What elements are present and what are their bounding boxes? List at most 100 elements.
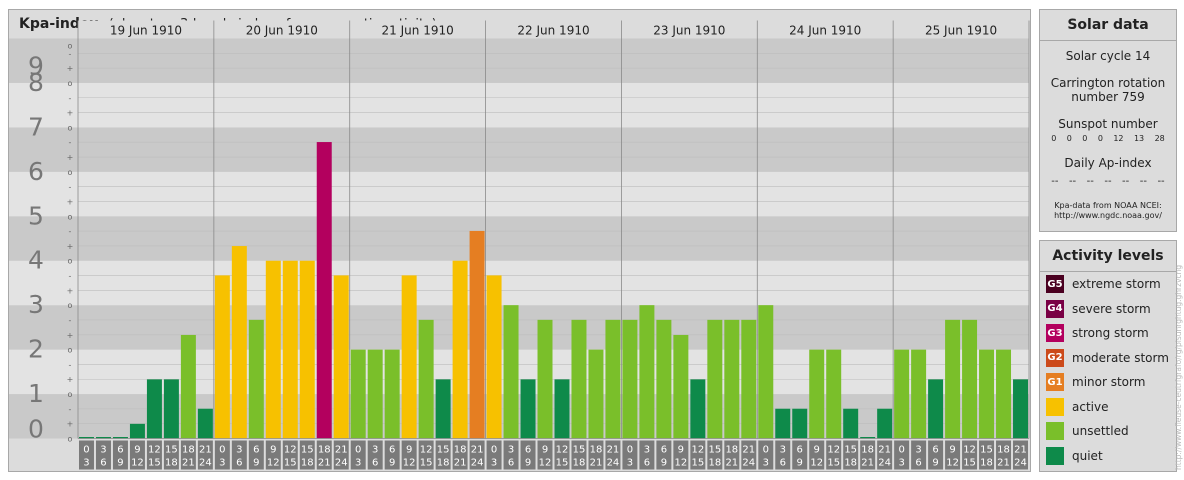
kp-bar bbox=[401, 275, 417, 439]
kp-bar bbox=[79, 437, 94, 439]
activity-level-extreme-storm: G5 extreme storm bbox=[1046, 274, 1161, 294]
time-slot-end: 24 bbox=[607, 458, 620, 469]
ap-value: -- bbox=[1122, 176, 1130, 187]
minor-tick-label: - bbox=[69, 360, 72, 369]
sunspot-value: 0 bbox=[1082, 134, 1088, 143]
level-label: extreme storm bbox=[1072, 277, 1161, 291]
minor-tick-label: - bbox=[69, 183, 72, 192]
minor-tick-label: o bbox=[68, 257, 73, 266]
sunspot-values: 0 0 0 0 12 13 28 bbox=[1040, 134, 1176, 143]
kp-bar bbox=[316, 142, 332, 439]
level-swatch bbox=[1046, 422, 1064, 440]
level-label: quiet bbox=[1072, 448, 1103, 463]
sunspot-value: 28 bbox=[1154, 134, 1165, 143]
time-slot-start: 18 bbox=[725, 445, 738, 456]
time-slot-end: 3 bbox=[219, 458, 225, 469]
solar-data-title: Solar data bbox=[1067, 17, 1149, 33]
time-slot-start: 9 bbox=[949, 445, 955, 456]
time-slot-box bbox=[299, 440, 315, 470]
time-slot-start: 12 bbox=[556, 445, 569, 456]
time-slot-box bbox=[248, 440, 264, 470]
time-slot-box bbox=[605, 440, 621, 470]
time-slot-box bbox=[265, 440, 281, 470]
time-slot-end: 3 bbox=[627, 458, 633, 469]
kp-bar bbox=[299, 260, 315, 439]
time-slot-box bbox=[843, 440, 859, 470]
kp-bar bbox=[690, 379, 706, 439]
time-slot-box bbox=[520, 440, 536, 470]
time-slot-box bbox=[741, 440, 757, 470]
y-tick-label: 0 bbox=[28, 415, 44, 444]
kp-bar bbox=[1013, 379, 1028, 439]
time-slot-start: 18 bbox=[861, 445, 874, 456]
time-slot-end: 18 bbox=[437, 458, 450, 469]
time-slot-box bbox=[877, 440, 893, 470]
time-slot-start: 9 bbox=[134, 445, 140, 456]
kp-bar bbox=[843, 408, 859, 439]
time-slot-start: 3 bbox=[644, 445, 650, 456]
time-slot-start: 6 bbox=[389, 445, 395, 456]
time-slot-end: 15 bbox=[420, 458, 433, 469]
time-slot-start: 21 bbox=[199, 445, 212, 456]
time-slot-end: 9 bbox=[389, 458, 395, 469]
ap-value: -- bbox=[1139, 176, 1147, 187]
time-slot-end: 12 bbox=[403, 458, 416, 469]
kp-bar bbox=[248, 319, 264, 439]
day-label: 23 Jun 1910 bbox=[653, 24, 725, 38]
carrington-line1: Carrington rotation bbox=[1050, 76, 1166, 90]
time-slot-box bbox=[435, 440, 451, 470]
minor-tick-label: - bbox=[69, 405, 72, 414]
kp-band bbox=[9, 127, 1029, 172]
data-source-line1: Kpa-data from NOAA NCEI: bbox=[1054, 201, 1162, 210]
kp-bar bbox=[673, 334, 689, 439]
time-slot-start: 3 bbox=[915, 445, 921, 456]
kp-bar bbox=[129, 423, 145, 439]
sunspot-value: 12 bbox=[1113, 134, 1124, 143]
time-slot-box bbox=[775, 440, 791, 470]
minor-tick-label: + bbox=[67, 286, 74, 295]
kp-band bbox=[9, 38, 1029, 83]
kp-bar bbox=[435, 379, 451, 439]
time-slot-end: 18 bbox=[165, 458, 178, 469]
time-slot-start: 3 bbox=[236, 445, 242, 456]
time-slot-start: 6 bbox=[117, 445, 123, 456]
ap-value: -- bbox=[1086, 176, 1094, 187]
kp-bar bbox=[197, 408, 213, 439]
kp-bar bbox=[588, 349, 604, 439]
kp-bar bbox=[282, 260, 298, 439]
time-slot-start: 12 bbox=[420, 445, 433, 456]
data-source-link[interactable]: http://www.ngdc.noaa.gov/ bbox=[1054, 211, 1162, 220]
time-slot-box bbox=[826, 440, 842, 470]
time-slot-end: 24 bbox=[742, 458, 755, 469]
kp-bar bbox=[384, 349, 400, 439]
minor-tick-label: - bbox=[69, 49, 72, 58]
time-slot-start: 9 bbox=[542, 445, 548, 456]
time-slot-box bbox=[180, 440, 196, 470]
level-label: severe storm bbox=[1072, 301, 1151, 316]
time-slot-box bbox=[996, 440, 1012, 470]
time-slot-start: 21 bbox=[607, 445, 620, 456]
kp-bar bbox=[979, 349, 995, 439]
data-source: Kpa-data from NOAA NCEI: http://www.ngdc… bbox=[1040, 201, 1176, 221]
kp-band bbox=[9, 260, 1029, 306]
time-slot-end: 9 bbox=[932, 458, 938, 469]
kp-bar bbox=[809, 349, 825, 439]
time-slot-box bbox=[979, 440, 995, 470]
time-slot-box bbox=[333, 440, 349, 470]
time-slot-box bbox=[690, 440, 706, 470]
kp-bar bbox=[758, 305, 774, 439]
level-swatch: G3 bbox=[1046, 324, 1064, 342]
time-slot-box bbox=[1013, 440, 1028, 470]
kp-bar bbox=[571, 319, 587, 439]
time-slot-start: 0 bbox=[763, 445, 769, 456]
time-slot-end: 12 bbox=[539, 458, 552, 469]
kp-band bbox=[9, 171, 1029, 217]
time-slot-start: 0 bbox=[627, 445, 633, 456]
minor-tick-label: o bbox=[68, 42, 73, 51]
minor-tick-label: + bbox=[67, 109, 74, 118]
time-slot-start: 6 bbox=[661, 445, 667, 456]
time-slot-end: 15 bbox=[284, 458, 297, 469]
kp-bar bbox=[418, 319, 434, 439]
time-slot-box bbox=[656, 440, 672, 470]
minor-tick-label: + bbox=[67, 242, 74, 251]
